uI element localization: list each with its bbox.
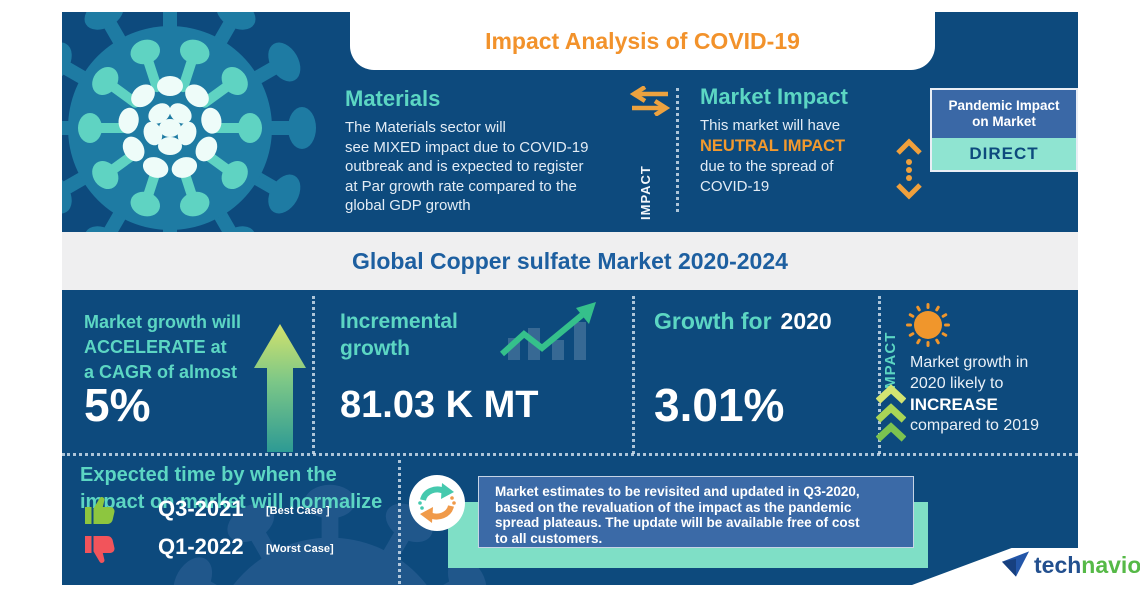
materials-body-line: The Materials sector will <box>345 119 506 136</box>
growth-2020-label: Growth for 2020 <box>654 308 832 335</box>
revision-note-line: to all customers. <box>495 530 603 546</box>
revision-note-box: Market estimates to be revisited and upd… <box>478 476 914 548</box>
content-area: Impact Analysis of COVID-19 Materials Th… <box>62 12 1078 585</box>
impact-note-highlight: INCREASE <box>910 395 998 414</box>
revision-note-line: Market estimates to be revisited and upd… <box>495 484 860 499</box>
cagr-value: 5% <box>84 379 151 431</box>
growth-up-arrow-icon <box>254 324 306 452</box>
best-case-value: Q3-2021 <box>158 496 244 521</box>
revision-note-line: spread plateaus. The update will be avai… <box>495 515 860 530</box>
revision-note-line: based on the revaluation of the impact a… <box>495 499 852 515</box>
header-band: Impact Analysis of COVID-19 Materials Th… <box>62 12 1078 232</box>
growth-year-text: 2020 <box>780 308 832 334</box>
pandemic-impact-label: Pandemic Impact on Market <box>932 90 1076 138</box>
incremental-title-line: growth <box>340 337 410 360</box>
incremental-growth-title: Incremental growth <box>340 308 458 362</box>
growth-label-text: Growth for <box>654 308 772 334</box>
thumbs-down-icon <box>85 536 115 563</box>
materials-body-line: global GDP growth <box>345 197 471 214</box>
market-impact-section: Market Impact This market will have NEUT… <box>700 84 915 197</box>
cagr-line: Market growth will <box>84 312 242 332</box>
cagr-line: a CAGR of almost <box>84 362 238 382</box>
market-impact-line: This market will have <box>700 117 841 134</box>
impact-column-label: IMPACT <box>882 331 899 394</box>
trend-chart-icon <box>500 302 596 360</box>
normalize-heading-line: impact on market will normalize <box>80 491 383 513</box>
pandemic-impact-box: Pandemic Impact on Market DIRECT <box>930 88 1078 172</box>
impact-note-text: Market growth in 2020 likely to INCREASE… <box>910 352 1039 436</box>
cagr-text: Market growth will ACCELERATE at a CAGR … <box>84 310 241 385</box>
stats-divider <box>312 296 315 454</box>
technavio-logo: technavio™ <box>1002 551 1140 578</box>
impact-note-line: Market growth in <box>910 354 1029 371</box>
impact-note-line: compared to 2019 <box>910 417 1039 434</box>
technavio-wordmark: technavio™ <box>1034 552 1140 578</box>
thumbs-up-icon <box>85 497 115 524</box>
market-impact-line: COVID-19 <box>700 178 770 195</box>
worst-case-value: Q1-2022 <box>158 534 244 559</box>
banner-pill: Impact Analysis of COVID-19 <box>350 12 935 70</box>
stats-divider <box>632 296 635 454</box>
revisit-refresh-icon <box>408 474 466 532</box>
triple-chevron-up-icon <box>876 384 906 442</box>
incremental-title-line: Incremental <box>340 310 458 333</box>
virus-icon <box>906 303 950 347</box>
pandemic-label-line: on Market <box>972 114 1036 129</box>
technavio-triangle-icon <box>1002 551 1030 577</box>
market-impact-line: due to the spread of <box>700 158 834 175</box>
banner-title: Impact Analysis of COVID-19 <box>485 27 800 54</box>
cagr-line: ACCELERATE at <box>84 337 227 357</box>
best-case-label: [Best Case ] <box>266 505 330 517</box>
impact-axis-label: IMPACT <box>638 165 653 220</box>
normalize-heading-line: Expected time by when the <box>80 464 337 486</box>
section-divider <box>62 453 1078 456</box>
pandemic-label-line: Pandemic Impact <box>948 98 1060 113</box>
materials-section: Materials The Materials sector will see … <box>345 86 630 216</box>
up-down-arrows-icon <box>896 138 922 200</box>
swap-arrows-icon <box>629 86 671 116</box>
impact-note-line: 2020 likely to <box>910 375 1004 392</box>
growth-2020-value: 3.01% <box>654 379 785 431</box>
logo-part-navio: navio <box>1081 551 1140 578</box>
materials-title: Materials <box>345 86 441 111</box>
market-title: Global Copper sulfate Market 2020-2024 <box>352 247 788 274</box>
pandemic-impact-value: DIRECT <box>932 138 1076 170</box>
logo-part-tech: tech <box>1034 551 1082 578</box>
worst-case-label: [Worst Case] <box>266 543 334 555</box>
materials-body-line: see MIXED impact due to COVID-19 <box>345 138 589 156</box>
stats-divider <box>878 296 881 454</box>
market-impact-title: Market Impact <box>700 84 848 109</box>
virus-watermark <box>165 484 495 585</box>
market-impact-highlight: NEUTRAL IMPACT <box>700 137 846 155</box>
incremental-growth-value: 81.03 K MT <box>340 384 539 426</box>
materials-body-line: at Par growth rate compared to the <box>345 177 577 195</box>
header-divider <box>676 88 679 212</box>
normalize-heading: Expected time by when the impact on mark… <box>80 462 382 516</box>
bottom-divider <box>398 460 401 584</box>
materials-body-line: outbreak and is expected to register <box>345 158 584 175</box>
coronavirus-illustration <box>62 12 316 232</box>
market-title-band: Global Copper sulfate Market 2020-2024 <box>62 232 1078 290</box>
